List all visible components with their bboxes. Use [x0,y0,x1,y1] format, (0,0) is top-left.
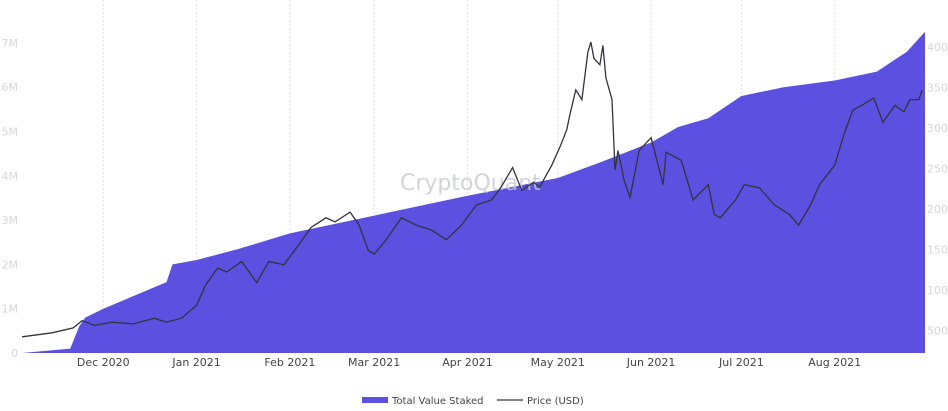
left-tick-label: 3M [2,214,19,227]
right-tick-label: 150 [927,243,948,256]
left-tick-label: 1M [2,303,19,316]
x-tick-label: Apr 2021 [442,356,493,369]
legend-item-price[interactable]: Price (USD) [497,396,584,407]
left-tick-label: 5M [2,125,19,138]
right-tick-label: 350 [927,81,948,94]
right-tick-label: 500 [927,324,948,337]
x-tick-label: Aug 2021 [808,356,861,369]
price-line [21,41,923,338]
watermark: CryptoQuant [400,171,541,196]
legend-item-staked[interactable]: Total Value Staked [362,396,484,407]
right-tick-label: 200 [927,203,948,216]
x-tick-label: Mar 2021 [348,356,400,369]
x-tick-label: Jan 2021 [171,356,220,369]
right-tick-label: 400 [927,41,948,54]
x-tick-label: Feb 2021 [264,356,315,369]
x-tick-label: Jun 2021 [626,356,676,369]
left-tick-label: 6M [2,81,19,94]
legend: Total Value Staked Price (USD) [362,396,584,407]
right-tick-label: 300 [927,122,948,135]
right-tick-label: 100 [927,284,948,297]
left-tick-label: 7M [2,37,19,50]
legend-label-price: Price (USD) [527,396,584,407]
x-tick-label: Jul 2021 [718,356,764,369]
legend-swatch-staked [362,397,388,403]
total-value-staked-area [22,31,925,354]
x-tick-label: May 2021 [531,356,585,369]
left-axis: 0 1M 2M 3M 4M 5M 6M 7M [2,37,19,360]
left-tick-label: 0 [11,347,18,360]
left-tick-label: 4M [2,170,19,183]
right-tick-label: 250 [927,162,948,175]
legend-label-staked: Total Value Staked [391,396,484,407]
x-axis: Dec 2020 Jan 2021 Feb 2021 Mar 2021 Apr 2021… [77,356,861,369]
left-tick-label: 2M [2,258,19,271]
x-tick-label: Dec 2020 [77,356,130,369]
right-axis: 500 100 150 200 250 300 350 400 [927,41,948,337]
